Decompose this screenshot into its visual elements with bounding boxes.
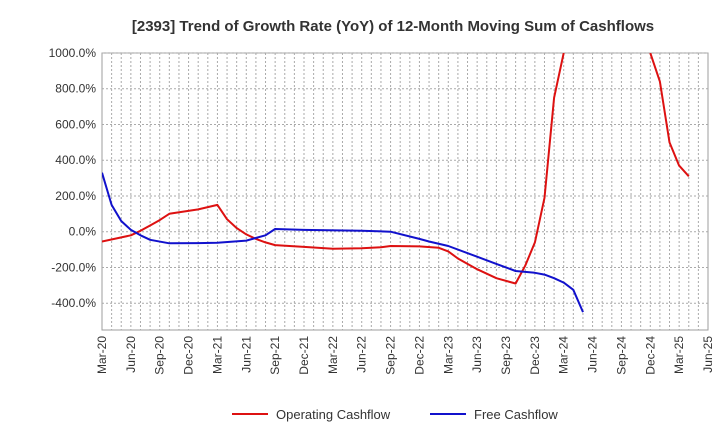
x-axis-labels: Mar-20 Jun-20 Sep-20 Dec-20 Mar-21 Jun-21 Sep-…: [95, 336, 715, 375]
x-tick-label: Mar-21: [210, 336, 224, 374]
x-tick-label: Jun-22: [355, 336, 369, 373]
series-line-operating-cashflow: [102, 53, 565, 285]
x-tick-label: Sep-21: [268, 336, 282, 375]
y-axis-labels: 1000.0% 800.0% 600.0% 400.0% 200.0% 0.0% -200.…: [49, 46, 97, 310]
series-lines: [102, 53, 690, 313]
x-tick-label: Mar-22: [326, 336, 340, 374]
y-tick-label: 200.0%: [55, 189, 96, 203]
x-tick-label: Mar-24: [557, 336, 571, 374]
chart-title: [2393] Trend of Growth Rate (YoY) of 12-…: [132, 18, 654, 35]
x-tick-label: Sep-23: [499, 336, 513, 375]
x-tick-label: Mar-23: [441, 336, 455, 374]
series-line-free-cashflow: [102, 172, 584, 313]
x-tick-label: Mar-20: [95, 336, 109, 374]
x-tick-label: Dec-20: [182, 336, 196, 375]
x-tick-label: Sep-22: [384, 336, 398, 375]
y-tick-label: 1000.0%: [49, 46, 97, 60]
x-tick-label: Dec-21: [297, 336, 311, 375]
y-tick-label: 600.0%: [55, 117, 96, 131]
x-tick-label: Jun-24: [586, 336, 600, 373]
legend: Operating Cashflow Free Cashflow: [232, 407, 558, 422]
y-tick-label: -400.0%: [51, 296, 96, 310]
x-tick-label: Mar-25: [672, 336, 686, 374]
x-tick-label: Dec-24: [643, 336, 657, 375]
legend-label-operating-cashflow: Operating Cashflow: [276, 407, 391, 422]
x-tick-label: Jun-23: [470, 336, 484, 373]
plot-area: [101, 52, 709, 331]
legend-label-free-cashflow: Free Cashflow: [474, 407, 558, 422]
x-tick-label: Dec-23: [528, 336, 542, 375]
x-tick-label: Jun-25: [701, 336, 715, 373]
series-line-operating-cashflow: [649, 53, 690, 177]
x-tick-label: Jun-20: [124, 336, 138, 373]
y-tick-label: 0.0%: [69, 225, 97, 239]
x-tick-label: Sep-24: [614, 336, 628, 375]
grid: [102, 52, 708, 330]
y-tick-label: -200.0%: [51, 260, 96, 274]
x-tick-label: Dec-22: [412, 336, 426, 375]
x-tick-label: Jun-21: [239, 336, 253, 373]
x-tick-label: Sep-20: [153, 336, 167, 375]
y-tick-label: 400.0%: [55, 153, 96, 167]
y-tick-label: 800.0%: [55, 82, 96, 96]
